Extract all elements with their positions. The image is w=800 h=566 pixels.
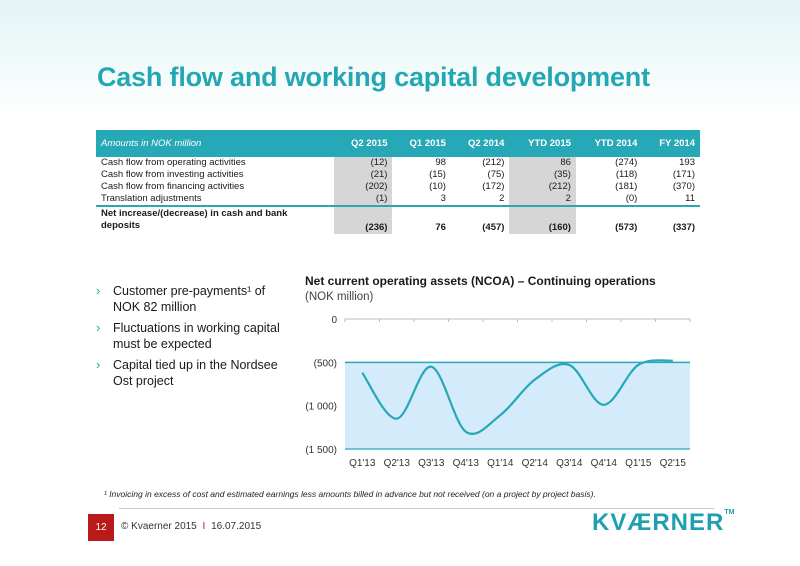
footer-date: 16.07.2015 — [211, 521, 262, 532]
row-label: Cash flow from operating activities — [101, 157, 246, 168]
table-cell: (21) — [334, 169, 393, 181]
x-tick-label: Q2'13 — [384, 458, 411, 469]
table-cell: (212) — [482, 157, 505, 168]
page-title: Cash flow and working capital developmen… — [97, 62, 650, 92]
total-label: Net increase/(decrease) in cash and bank… — [101, 208, 288, 231]
footnote: ¹ Invoicing in excess of cost and estima… — [104, 489, 596, 499]
table-cell: (0) — [575, 193, 643, 207]
plot-area-shading — [345, 362, 690, 449]
table-row: Translation adjustments (1) 3 2 2 (0) 11 — [96, 193, 700, 207]
chart-title: Net current operating assets (NCOA) – Co… — [305, 274, 656, 288]
table-row: Cash flow from financing activities (202… — [96, 181, 700, 193]
chevron-right-icon: › — [96, 283, 101, 298]
x-tick-label: Q4'13 — [453, 458, 480, 469]
table-cell: 76 — [435, 222, 446, 233]
logo-text: KVÆRNER — [592, 509, 725, 536]
table-cell: (160) — [509, 206, 576, 234]
footer-copyright: © Kvaerner 2015 I 16.07.2015 — [121, 521, 261, 532]
chevron-right-icon: › — [96, 320, 101, 335]
x-tick-label: Q1'14 — [487, 458, 514, 469]
table-cell: (573) — [615, 222, 638, 233]
x-tick-label: Q3'13 — [418, 458, 445, 469]
table-cell: (236) — [334, 206, 393, 234]
table-cell: 2 — [450, 193, 510, 207]
table-cell: (370) — [672, 181, 695, 192]
bullet-item: › Fluctuations in working capital must b… — [96, 320, 286, 352]
cash-flow-table: Amounts in NOK million Q2 2015 Q1 2015 Q… — [96, 130, 700, 234]
chart-subtitle: (NOK million) — [305, 291, 374, 303]
table-header-cell: Amounts in NOK million — [96, 130, 334, 157]
copyright-text: © Kvaerner 2015 — [121, 521, 197, 532]
x-tick-label: Q4'14 — [591, 458, 618, 469]
kvaerner-logo: KVÆRNERTM — [592, 509, 734, 537]
y-tick-label: (1 500) — [305, 445, 337, 456]
table-cell: 193 — [679, 157, 695, 168]
bullet-item: › Capital tied up in the Nordsee Ost pro… — [96, 357, 286, 389]
y-tick-label: (500) — [314, 358, 337, 369]
header-band — [0, 0, 800, 115]
table-cell: (118) — [615, 169, 638, 180]
table-cell: (212) — [509, 181, 576, 193]
table-cell: (10) — [429, 181, 446, 192]
table-cell: (171) — [672, 169, 695, 180]
table-cell: (274) — [615, 157, 638, 168]
table-header-cell: YTD 2015 — [509, 130, 576, 157]
bullet-item: › Customer pre-payments¹ of NOK 82 milli… — [96, 283, 286, 315]
table-header-cell: Q2 2014 — [450, 130, 510, 157]
table-cell: 86 — [509, 157, 576, 169]
table-cell: 3 — [392, 193, 451, 207]
table-cell: (35) — [509, 169, 576, 181]
table-cell: 2 — [509, 193, 576, 207]
table-cell: 98 — [435, 157, 446, 168]
bullet-text: Fluctuations in working capital must be … — [113, 321, 280, 351]
x-tick-label: Q2'14 — [522, 458, 549, 469]
table-cell: (337) — [672, 222, 695, 233]
footer-separator: I — [202, 521, 206, 532]
x-tick-label: Q2'15 — [660, 458, 687, 469]
row-label: Cash flow from financing activities — [101, 181, 245, 192]
table-header-cell: Q2 2015 — [334, 130, 393, 157]
table-cell: (181) — [615, 181, 638, 192]
table-header-cell: Q1 2015 — [392, 130, 451, 157]
bullet-text: Capital tied up in the Nordsee Ost proje… — [113, 358, 278, 388]
table-row: Cash flow from investing activities (21)… — [96, 169, 700, 181]
table-cell: 11 — [642, 193, 700, 207]
y-tick-label: 0 — [331, 315, 337, 326]
table-cell: (15) — [429, 169, 446, 180]
logo-trademark: TM — [724, 509, 735, 516]
ncoa-chart: 0 (500) (1 000) (1 500) Q1'13 Q2'13 Q3'13 Q4'13… — [305, 315, 691, 469]
footer-divider — [119, 508, 714, 509]
chevron-right-icon: › — [96, 357, 101, 372]
y-tick-label: (1 000) — [305, 402, 337, 413]
x-tick-label: Q1'15 — [625, 458, 652, 469]
table-cell: (172) — [482, 181, 505, 192]
x-tick-label: Q1'13 — [349, 458, 376, 469]
row-label: Cash flow from investing activities — [101, 169, 244, 180]
bullet-list: › Customer pre-payments¹ of NOK 82 milli… — [96, 283, 286, 394]
table-cell: (457) — [482, 222, 505, 233]
table-total-row: Net increase/(decrease) in cash and bank… — [96, 206, 700, 234]
table-cell: (75) — [487, 169, 505, 180]
table-header-cell: YTD 2014 — [575, 130, 643, 157]
table-row: Cash flow from operating activities (12)… — [96, 157, 700, 169]
row-label: Translation adjustments — [96, 193, 334, 207]
table-header-row: Amounts in NOK million Q2 2015 Q1 2015 Q… — [96, 130, 700, 157]
table-cell: (202) — [334, 181, 393, 193]
table-cell: (12) — [334, 157, 393, 169]
page-number: 12 — [88, 514, 114, 541]
table-cell: (1) — [334, 193, 393, 207]
x-tick-label: Q3'14 — [556, 458, 583, 469]
bullet-text: Customer pre-payments¹ of NOK 82 million — [113, 284, 266, 314]
series-line — [361, 359, 673, 435]
table-header-cell: FY 2014 — [642, 130, 700, 157]
